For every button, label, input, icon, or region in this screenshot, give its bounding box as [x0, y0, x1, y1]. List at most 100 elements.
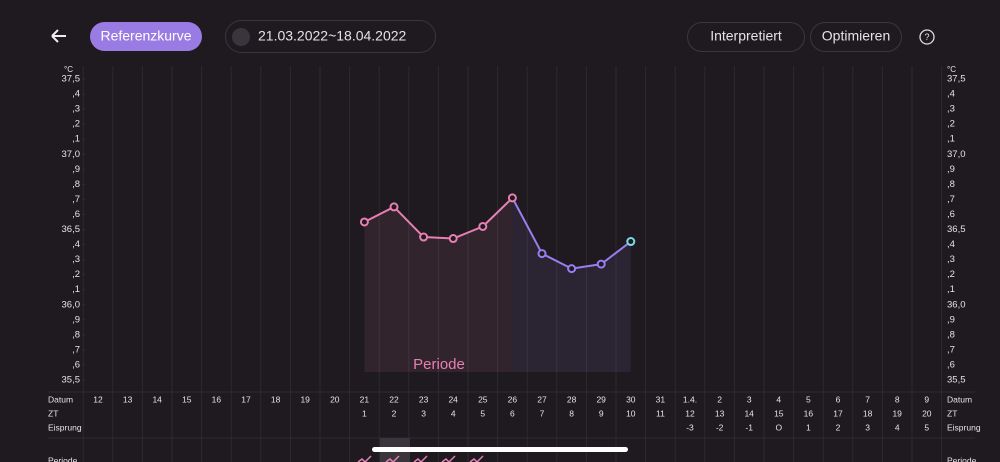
point — [596, 259, 606, 269]
cycle-day: 20 — [922, 408, 932, 418]
date-label: 24 — [448, 394, 458, 404]
optimize-button[interactable] — [810, 22, 902, 52]
row-label: Datum — [48, 394, 73, 404]
chart: °C °C37,5 37,5,4,4,3,3,2,2,1,137,0 37,0,9,9… — [48, 65, 981, 462]
y-tick-label: ,8 — [72, 179, 80, 190]
date-label: 22 — [389, 394, 399, 404]
line-segment — [393, 206, 425, 238]
y-tick-label: ,4 — [947, 89, 955, 100]
point — [567, 264, 577, 274]
back-icon[interactable] — [51, 29, 66, 43]
cycle-day: 8 — [569, 408, 574, 418]
y-tick-label: ,3 — [72, 104, 80, 115]
reference-label: Referenzkurve — [100, 28, 191, 44]
row-label: Eisprung — [48, 422, 82, 432]
cycle-day: 12 — [685, 408, 695, 418]
ovulation-day: -3 — [686, 422, 694, 432]
date-label: 3 — [747, 394, 752, 404]
cycle-day: 10 — [626, 408, 636, 418]
interpret-label: Interpretiert — [710, 28, 782, 44]
y-tick-label: ,7 — [72, 194, 80, 205]
date-pill[interactable] — [225, 20, 436, 53]
help-label: ? — [924, 32, 929, 42]
annotation: Periode — [413, 356, 465, 373]
line-segment — [600, 240, 632, 265]
ovulation-day: 2 — [836, 422, 841, 432]
y-tick-label: ,2 — [72, 119, 80, 130]
cycle-day: 7 — [540, 408, 545, 418]
y-tick-label: ,8 — [947, 179, 955, 190]
y-tick-label: ,7 — [947, 344, 955, 355]
y-tick-label: 36,0 — [62, 299, 81, 310]
y-tick-label: ,4 — [72, 89, 80, 100]
cycle-day: 2 — [392, 408, 397, 418]
date-label: 19 — [300, 394, 310, 404]
date-label: 17 — [241, 394, 251, 404]
date-range: 21.03.2022~18.04.2022 — [258, 28, 407, 44]
ovulation-day: 1 — [806, 422, 811, 432]
cycle-day: 4 — [451, 408, 456, 418]
y-tick-label: ,6 — [947, 209, 955, 220]
line-segment — [452, 225, 484, 240]
help-icon[interactable] — [919, 29, 935, 45]
y-tick-label: ,1 — [947, 134, 955, 145]
area — [423, 237, 454, 372]
y-tick-label: 37,0 — [947, 149, 966, 160]
cycle-day: 14 — [744, 408, 754, 418]
row-label: Datum — [947, 394, 972, 404]
y-tick-label: ,1 — [72, 284, 80, 295]
date-label: 13 — [123, 394, 133, 404]
line-segment — [363, 206, 395, 223]
y-tick-label: ,9 — [72, 164, 80, 175]
y-tick-label: ,2 — [72, 269, 80, 280]
date-label: 8 — [895, 394, 900, 404]
point — [359, 217, 369, 227]
y-tick-label: ,2 — [947, 119, 955, 130]
area — [482, 197, 513, 372]
y-tick-label: ,1 — [947, 284, 955, 295]
area — [601, 241, 631, 372]
home-indicator — [372, 447, 628, 452]
y-tick-label: 36,5 — [62, 224, 81, 235]
y-tick-label: 35,5 — [947, 375, 966, 386]
unit-label: °C — [64, 65, 73, 74]
point — [626, 237, 636, 247]
interpret-button[interactable] — [687, 22, 805, 52]
reference-button[interactable] — [90, 22, 202, 51]
y-tick-label: ,6 — [72, 359, 80, 370]
cycle-day: 5 — [480, 408, 485, 418]
date-label: 20 — [330, 394, 340, 404]
line-segment — [511, 197, 543, 255]
date-label: 7 — [865, 394, 870, 404]
point — [537, 249, 547, 259]
date-label: 1.4. — [683, 394, 697, 404]
y-tick-label: ,3 — [947, 254, 955, 265]
y-tick-label: ,9 — [947, 164, 955, 175]
line-segment — [423, 236, 454, 240]
y-tick-label: ,6 — [947, 359, 955, 370]
y-tick-label: ,8 — [947, 329, 955, 340]
area — [453, 226, 483, 372]
date-label: 25 — [478, 394, 488, 404]
y-tick-label: ,3 — [947, 104, 955, 115]
y-tick-label: ,8 — [72, 329, 80, 340]
date-label: 27 — [537, 394, 547, 404]
point — [478, 221, 488, 231]
cycle-day: 3 — [421, 408, 426, 418]
row-label: ZT — [947, 408, 957, 418]
row-label: Periode — [947, 455, 977, 462]
date-label: 21 — [360, 394, 370, 404]
cycle-day: 13 — [715, 408, 725, 418]
y-tick-label: ,6 — [72, 209, 80, 220]
cycle-day: 11 — [656, 408, 665, 418]
date-label: 5 — [806, 394, 811, 404]
line-segment — [482, 197, 514, 228]
date-icon — [232, 28, 250, 46]
y-tick-label: ,7 — [72, 344, 80, 355]
y-tick-label: ,2 — [947, 269, 955, 280]
cycle-day: 9 — [599, 408, 604, 418]
y-tick-label: ,1 — [72, 134, 80, 145]
optimize-label: Optimieren — [822, 28, 890, 44]
